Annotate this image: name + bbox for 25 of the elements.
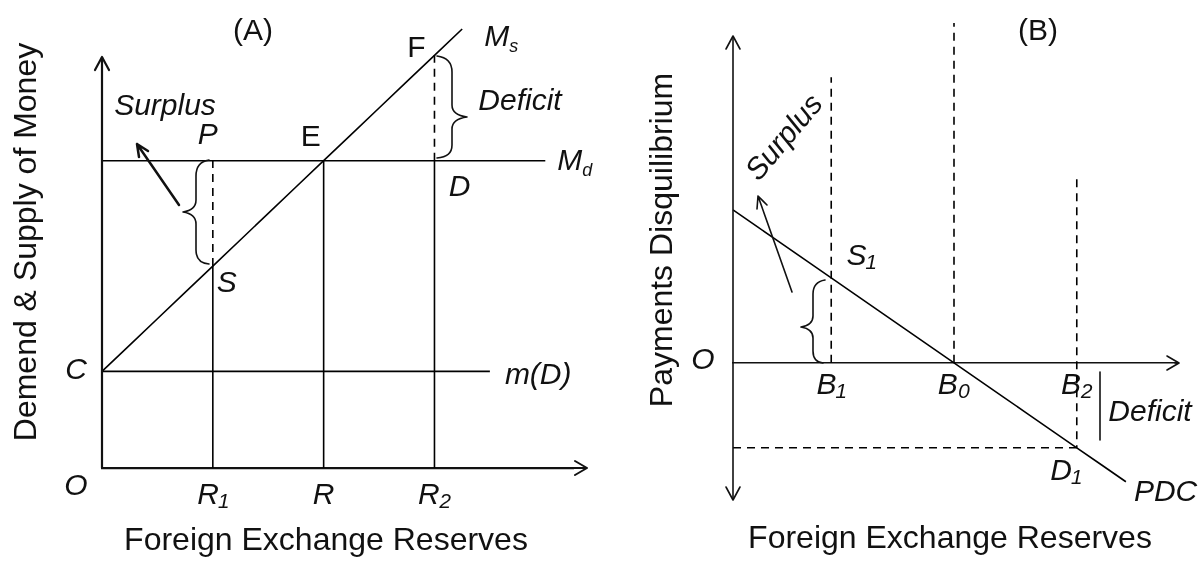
x-tick-label: R	[312, 477, 335, 511]
annotation: S₁	[846, 238, 876, 272]
text: C	[65, 352, 88, 386]
annotation: D	[448, 169, 471, 203]
annotation: E	[300, 118, 321, 152]
x-axis-title: Foreign Exchange Reserves	[124, 520, 528, 557]
annotation: D₁	[1050, 453, 1082, 487]
x-tick-label: B₀	[937, 367, 971, 401]
annotation: F	[407, 29, 426, 63]
series-label: m(D)	[504, 356, 572, 390]
text: O	[64, 468, 88, 502]
x-axis-title: Foreign Exchange Reserves	[748, 518, 1152, 555]
y-axis-title: Demend & Supply of Money	[6, 42, 43, 442]
x-tick-label: B₂	[1061, 367, 1094, 401]
annotation: Deficit	[478, 83, 564, 117]
x-tick-label: R₁	[197, 477, 229, 511]
chart-title: (B)	[1018, 13, 1058, 47]
annotation: Deficit	[1108, 394, 1194, 428]
chart-title: (A)	[233, 13, 273, 47]
text: O	[691, 342, 715, 376]
y-axis-title: Payments Disquilibrium	[642, 72, 679, 408]
x-tick-label: B₁	[816, 367, 846, 401]
annotation: S	[216, 265, 237, 299]
x-tick-label: R₂	[417, 477, 452, 511]
series-label: PDC	[1133, 474, 1198, 508]
